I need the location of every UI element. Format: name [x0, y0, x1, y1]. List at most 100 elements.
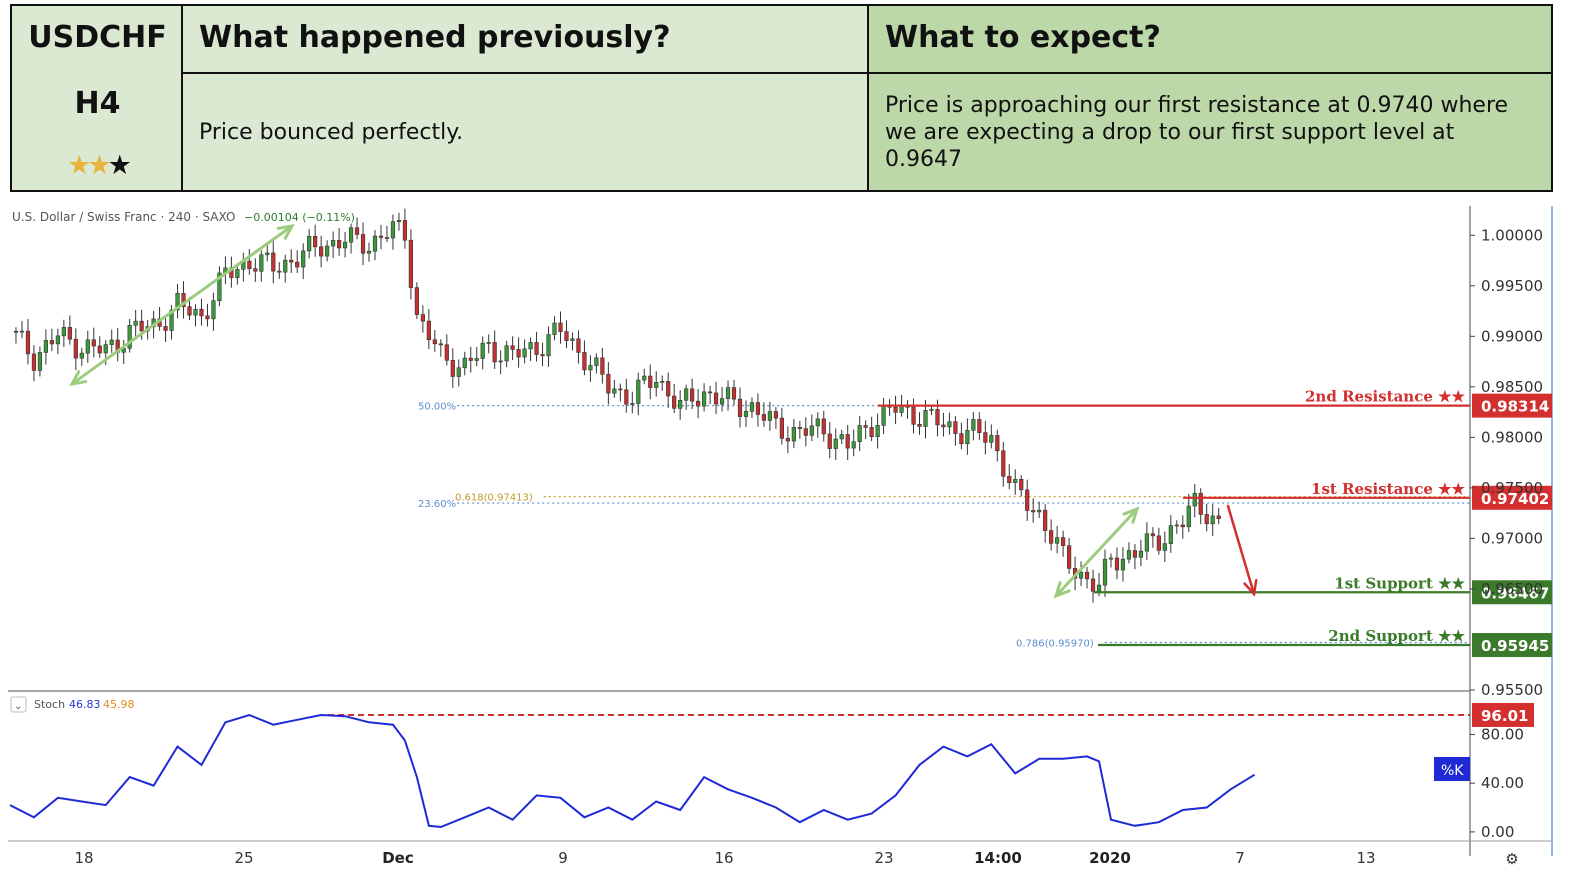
- fib-level-label: 23.60%: [418, 499, 456, 510]
- candle-body: [983, 432, 988, 443]
- candle-body: [247, 260, 252, 269]
- candle-body: [731, 387, 737, 400]
- candle-body: [331, 239, 336, 247]
- bounce-arrow-down-head: [1053, 581, 1071, 599]
- candle-body: [384, 237, 390, 239]
- candle-body: [414, 287, 419, 315]
- candle-body: [61, 327, 66, 337]
- candle-body: [1084, 571, 1090, 580]
- candle-body: [624, 389, 629, 405]
- candle-body: [869, 427, 874, 438]
- candle-body: [696, 400, 701, 407]
- candle-body: [881, 405, 886, 426]
- candle-body: [594, 357, 599, 366]
- candle-body: [690, 388, 695, 402]
- candle-body: [618, 388, 623, 391]
- candle-body: [1192, 492, 1197, 507]
- candle-body: [73, 338, 78, 359]
- stoch-tick-label: 0.00: [1481, 823, 1514, 841]
- candle-body: [498, 360, 503, 363]
- candle-body: [456, 367, 461, 377]
- candle-body: [707, 391, 713, 394]
- candle-body: [19, 330, 25, 333]
- candle-body: [1108, 557, 1114, 560]
- candle-body: [1055, 537, 1060, 544]
- candle-body: [504, 345, 509, 362]
- level-badge-label: 0.95945: [1481, 637, 1549, 655]
- candle-body: [205, 315, 210, 320]
- candle-body: [923, 410, 928, 427]
- analysis-header-table: USDCHF H4 ★★★ What happened previously? …: [10, 4, 1553, 192]
- candle-body: [935, 409, 940, 426]
- candle-body: [336, 239, 342, 249]
- price-tick-label: 1.00000: [1481, 226, 1543, 244]
- candle-body: [277, 270, 282, 273]
- candle-body: [684, 388, 689, 401]
- candle-body: [654, 382, 659, 388]
- fib-level-label: 0.618(0.97413): [455, 493, 533, 504]
- candle-body: [959, 433, 964, 445]
- candle-body: [271, 252, 276, 272]
- candle-body: [474, 358, 479, 361]
- candle-body: [492, 342, 497, 363]
- candle-body: [49, 340, 54, 345]
- price-tick-label: 0.98500: [1481, 378, 1543, 396]
- candle-body: [79, 352, 84, 359]
- expected-drop-arrow-head: [1243, 578, 1258, 597]
- candle-body: [737, 398, 743, 417]
- candle-body: [181, 293, 186, 307]
- candle-body: [468, 357, 473, 361]
- candle-body: [378, 235, 384, 238]
- candle-body: [1001, 450, 1006, 477]
- candle-body: [1031, 510, 1036, 513]
- candle-body: [193, 308, 198, 316]
- candle-body: [139, 320, 144, 332]
- trend-arrow-down: [70, 304, 182, 386]
- time-tick-label: Dec: [382, 849, 414, 867]
- price-tick-label: 0.97500: [1481, 479, 1543, 497]
- bounce-arrow-up: [1095, 507, 1139, 554]
- candle-body: [672, 395, 677, 409]
- candle-body: [576, 338, 581, 353]
- bounce-arrow-down: [1054, 550, 1099, 598]
- stoch-tick-label: 40.00: [1481, 774, 1524, 792]
- trend-arrow-down-head: [69, 370, 88, 387]
- candle-body: [666, 381, 671, 397]
- candle-body: [85, 339, 90, 354]
- candle-body: [564, 331, 569, 341]
- candle-body: [450, 359, 455, 377]
- rating-stars: ★★★: [12, 150, 183, 181]
- candle-body: [1078, 571, 1084, 579]
- level-badge-label: 0.97402: [1481, 490, 1549, 508]
- candle-body: [857, 425, 862, 443]
- fib-level-label: 50.00%: [418, 402, 456, 413]
- candle-body: [510, 345, 515, 350]
- stoch-k-tag: [1434, 757, 1470, 781]
- chart-change: −0.00104 (−0.11%): [244, 211, 355, 224]
- candle-body: [295, 261, 300, 268]
- candle-body: [462, 357, 467, 369]
- candle-body: [253, 268, 258, 272]
- candle-body: [899, 405, 904, 413]
- candle-body: [965, 429, 970, 445]
- candle-body: [558, 322, 563, 332]
- candle-body: [319, 246, 324, 257]
- price-tick-label: 0.98000: [1481, 428, 1543, 446]
- candle-body: [133, 320, 138, 326]
- candle-body: [1168, 525, 1173, 544]
- price-axis: 1.00000 0.99500 0.99000 0.98500 0.98000 0.975…: [1470, 226, 1543, 699]
- candle-body: [773, 411, 779, 419]
- candle-body: [1025, 489, 1030, 511]
- candle-body: [749, 402, 755, 412]
- candle-body: [1090, 578, 1096, 592]
- candle-body: [678, 400, 683, 409]
- candle-body: [426, 320, 431, 341]
- candle-body: [1150, 533, 1155, 537]
- price-tick-label: 0.97000: [1481, 529, 1543, 547]
- candle-body: [953, 421, 958, 434]
- candle-body: [199, 308, 204, 317]
- candle-body: [217, 272, 222, 302]
- candle-body: [1013, 478, 1018, 484]
- candle-body: [528, 342, 533, 350]
- candle-body: [851, 441, 856, 449]
